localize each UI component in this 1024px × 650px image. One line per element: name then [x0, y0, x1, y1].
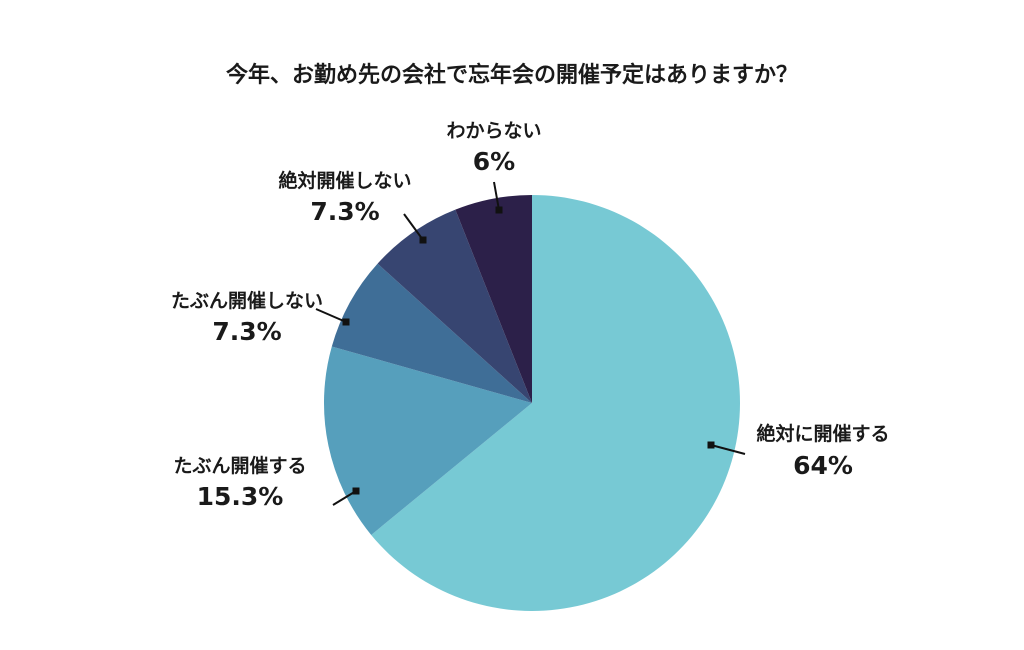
leader-dot-2: [352, 487, 360, 495]
slice-label-5: わからない: [446, 120, 541, 142]
leader-line-4: [403, 213, 424, 241]
leader-line-2: [332, 490, 357, 506]
pie-slices: [323, 195, 740, 611]
slice-value-5: 6%: [473, 147, 515, 176]
leader-lines: [315, 181, 746, 506]
slice-labels: 絶対に開催する 64% たぶん開催する 15.3% たぶん開催しない 7.3% 絶対開催しな…: [171, 120, 890, 511]
pie-slice-5: [455, 195, 532, 403]
leader-dot-4: [419, 236, 427, 244]
chart-title: 今年、お勤め先の会社で忘年会の開催予定はありますか？: [226, 62, 798, 88]
leader-dot-5: [495, 206, 503, 214]
slice-value-2: 15.3%: [197, 482, 284, 511]
leader-line-1: [710, 444, 746, 455]
pie-slice-4: [377, 209, 532, 403]
leader-dot-1: [707, 441, 715, 449]
slice-value-4: 7.3%: [310, 197, 379, 226]
leader-line-5: [493, 181, 500, 211]
slice-label-4: 絶対開催しない: [278, 169, 411, 192]
pie-slice-2: [323, 346, 532, 535]
slice-value-3: 7.3%: [212, 317, 281, 346]
pie-slice-1: [371, 195, 740, 611]
slice-label-3: たぶん開催しない: [171, 289, 323, 312]
slice-value-1: 64%: [793, 451, 853, 480]
leader-line-3: [315, 308, 347, 323]
leader-dot-3: [342, 318, 350, 326]
pie-slice-3: [331, 263, 532, 403]
slice-label-1: 絶対に開催する: [756, 422, 889, 445]
slice-label-2: たぶん開催する: [173, 454, 306, 477]
